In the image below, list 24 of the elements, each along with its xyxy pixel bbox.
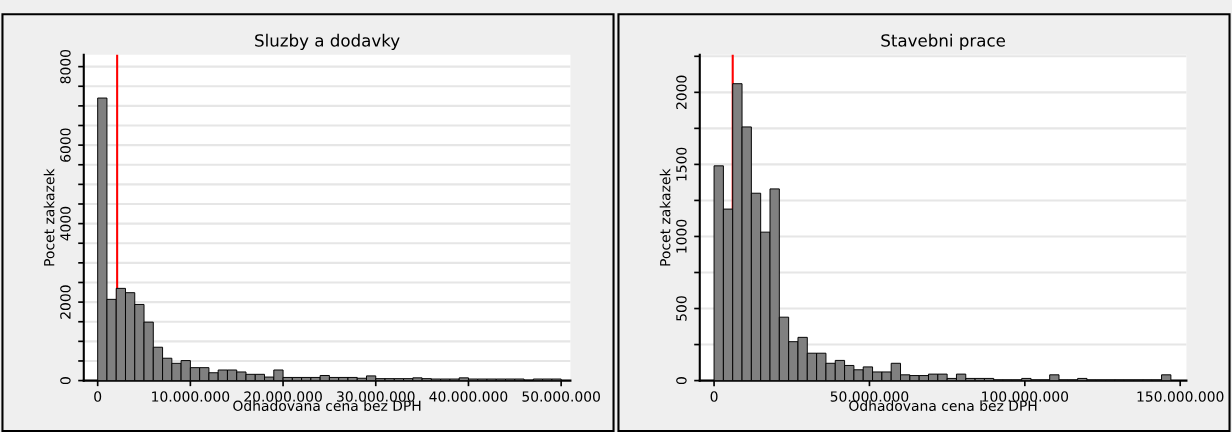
y-tick-label: 2000	[676, 75, 687, 109]
x-tick-label: 0	[710, 391, 718, 402]
y-tick-label: 8000	[60, 49, 71, 84]
x-tick-label: 10.000.000	[152, 391, 230, 402]
x-tick-label: 20.000.000	[244, 391, 322, 402]
x-tick-label: 50.000.000	[522, 391, 600, 402]
y-tick-label: 1500	[676, 147, 687, 181]
x-tick-label: 100.000.000	[982, 391, 1069, 402]
y-tick-label: 6000	[60, 128, 71, 162]
y-tick-label: 1000	[676, 219, 687, 253]
y-tick-label: 0	[676, 377, 687, 385]
y-axis-title: Pocet zakazek	[43, 168, 55, 266]
y-tick-label: 0	[60, 377, 71, 385]
y-axis-title: Pocet zakazek	[659, 168, 671, 266]
x-tick-label: 50.000.000	[830, 391, 909, 402]
x-tick-label: 150.000.000	[1137, 391, 1224, 402]
x-tick-label: 40.000.000	[429, 391, 508, 402]
y-tick-label: 4000	[60, 206, 71, 241]
x-tick-label: 30.000.000	[337, 391, 415, 402]
y-tick-label: 500	[676, 296, 687, 321]
chart-title: Stavebni prace	[881, 33, 1005, 50]
chart-title: Sluzby a dodavky	[255, 33, 400, 50]
x-tick-label: 0	[94, 391, 102, 402]
y-tick-label: 2000	[60, 285, 71, 319]
